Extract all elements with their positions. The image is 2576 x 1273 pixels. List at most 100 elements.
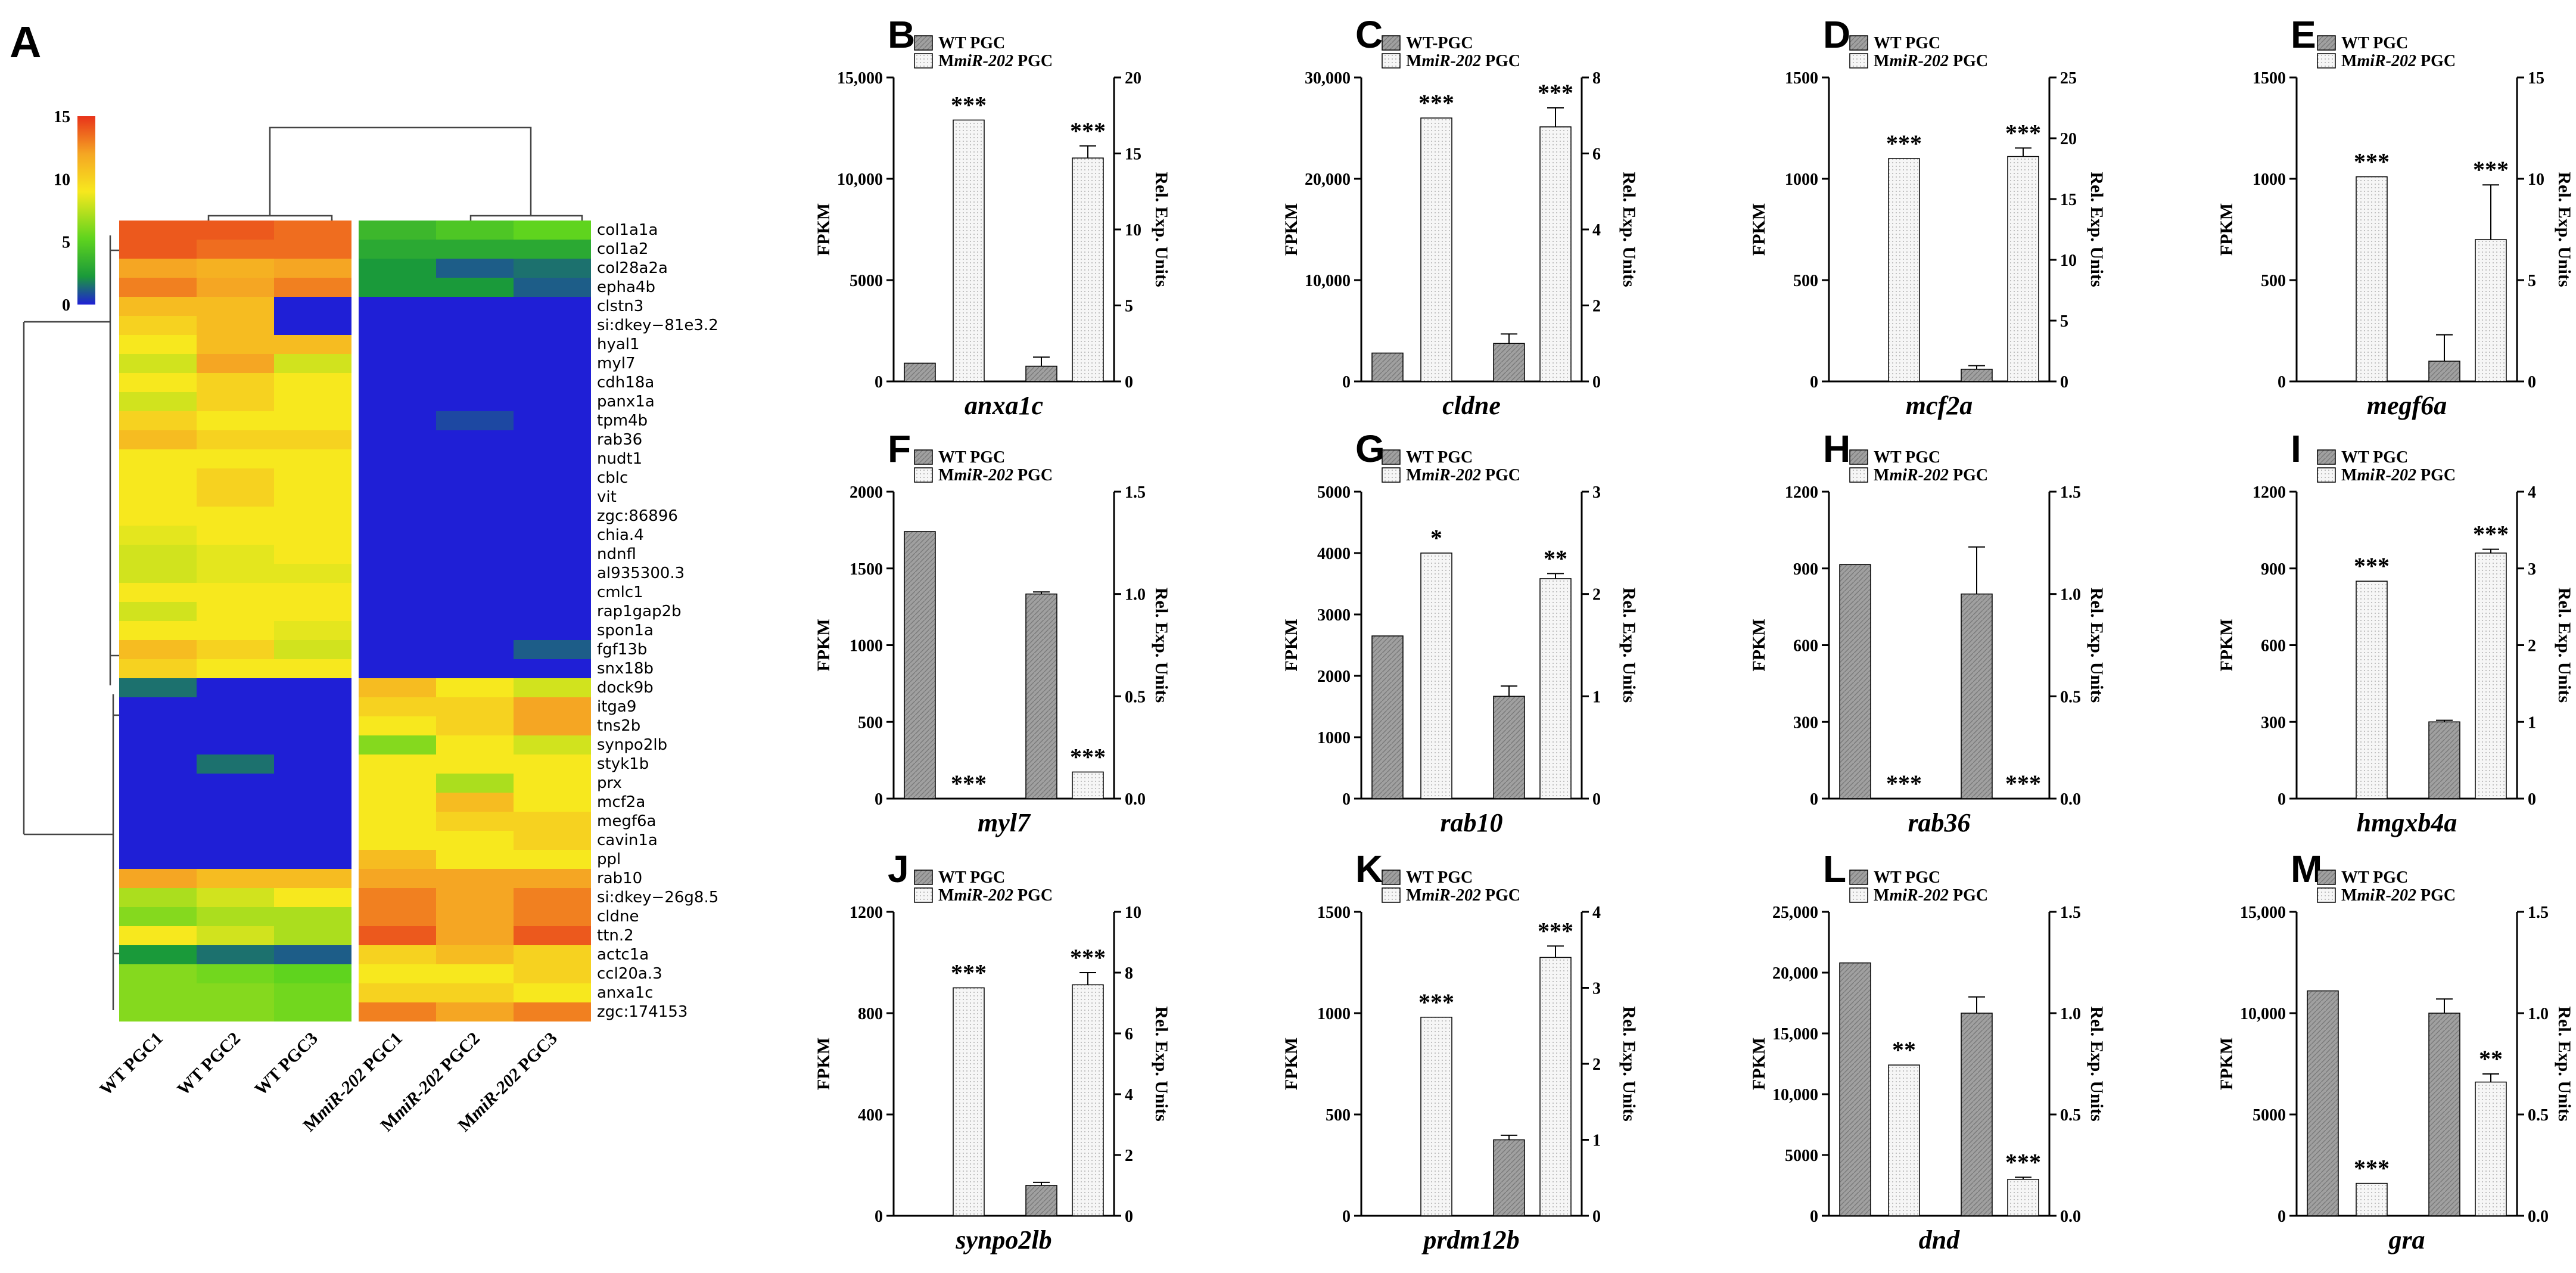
heatmap-cell-chia.4-6 xyxy=(514,526,591,545)
right-tick-label: 0.5 xyxy=(2528,1106,2549,1125)
legend-swatch-mut xyxy=(1849,467,1868,483)
heatmap-cell-mcf2a-3 xyxy=(274,793,351,812)
panel-label-l: L xyxy=(1823,847,1846,890)
heatmap-cell-myl7-4 xyxy=(359,354,436,373)
legend-swatch-mut xyxy=(2317,467,2336,483)
right-tick-label: 1.0 xyxy=(2060,1005,2081,1023)
heatmap-cell-tpm4b-5 xyxy=(436,411,514,430)
right-tick-label: 10 xyxy=(1125,221,1141,240)
heatmap-cell-col1a2-4 xyxy=(359,240,436,259)
left-tick-label: 4000 xyxy=(1317,545,1351,563)
bar-rel-mut xyxy=(1072,984,1104,1216)
heatmap-column-label: WT PGC1 xyxy=(96,1029,167,1100)
heatmap-cell-synpo2lb-1 xyxy=(119,735,197,755)
heatmap-cell-prx-6 xyxy=(514,774,591,793)
heatmap-cell-tpm4b-2 xyxy=(197,411,274,430)
heatmap-cell-zgc:86896-1 xyxy=(119,507,197,526)
significance-marker: ** xyxy=(1544,545,1567,572)
heatmap-cell-prx-5 xyxy=(436,774,514,793)
heatmap-cell-actc1a-5 xyxy=(436,945,514,964)
heatmap-cell-mcf2a-1 xyxy=(119,793,197,812)
left-tick-label: 400 xyxy=(858,1106,883,1125)
right-tick-label: 1.5 xyxy=(2528,903,2549,922)
heatmap-cell-col28a2a-2 xyxy=(197,259,274,278)
legend-label-mut: MmiR-202 PGC xyxy=(2341,52,2456,70)
right-tick-label: 3 xyxy=(1592,483,1601,502)
heatmap-row-label: rab10 xyxy=(597,870,642,887)
panel-label-c: C xyxy=(1355,13,1383,56)
y-axis-label-right: Rel. Exp. Units xyxy=(1152,172,1171,287)
significance-marker: *** xyxy=(1886,130,1922,157)
heatmap-cell-vit-6 xyxy=(514,488,591,507)
bar-rel-wt xyxy=(1493,343,1525,382)
right-tick-label: 20 xyxy=(1125,69,1141,88)
y-axis-label-left: FPKM xyxy=(2217,619,2236,671)
heatmap-cell-hyal1-3 xyxy=(274,335,351,354)
gene-name: rab36 xyxy=(1908,808,1970,837)
heatmap-row-label: synpo2lb xyxy=(597,736,667,754)
heatmap-cell-zgc:86896-6 xyxy=(514,507,591,526)
heatmap-row-label: tns2b xyxy=(597,717,640,735)
heatmap-cell-megf6a-1 xyxy=(119,812,197,831)
heatmap-cell-epha4b-1 xyxy=(119,278,197,297)
panel-label-g: G xyxy=(1355,427,1385,470)
heatmap-cell-anxa1c-5 xyxy=(436,983,514,1002)
left-tick-label: 600 xyxy=(1793,637,1818,656)
heatmap-cell-cavin1a-5 xyxy=(436,831,514,850)
right-tick-label: 4 xyxy=(2528,483,2536,502)
left-tick-label: 3000 xyxy=(1317,606,1351,625)
legend-swatch-wt xyxy=(914,870,933,885)
legend-label-mut: MmiR-202 PGC xyxy=(1406,52,1520,70)
heatmap-column-label: WT PGC3 xyxy=(251,1029,322,1100)
heatmap-cell-rab36-1 xyxy=(119,430,197,449)
bar-fpkm-wt xyxy=(2307,990,2339,1216)
legend-swatch-mut xyxy=(914,887,933,903)
heatmap-color-scale xyxy=(77,116,95,305)
heatmap-cell-tns2b-2 xyxy=(197,716,274,735)
heatmap-cell-cmlc1-1 xyxy=(119,583,197,602)
legend-swatch-wt xyxy=(2317,870,2336,885)
heatmap-cell-cdh18a-6 xyxy=(514,373,591,392)
left-tick-label: 1200 xyxy=(2253,483,2286,502)
heatmap-cell-al935300.3-1 xyxy=(119,564,197,583)
heatmap-cell-spon1a-2 xyxy=(197,621,274,640)
y-axis-label-left: FPKM xyxy=(1281,203,1301,256)
heatmap-cell-nudt1-5 xyxy=(436,449,514,468)
y-axis-label-left: FPKM xyxy=(1281,619,1301,671)
right-tick-label: 4 xyxy=(1592,221,1601,240)
right-tick-label: 8 xyxy=(1592,69,1601,88)
heatmap-row-label: ccl20a.3 xyxy=(597,965,662,983)
heatmap-cell-cblc-4 xyxy=(359,468,436,488)
bar-fpkm-mut xyxy=(953,987,985,1216)
heatmap-row-label: tpm4b xyxy=(597,412,648,430)
y-axis-label-left: FPKM xyxy=(814,619,833,671)
heatmap-cell-epha4b-5 xyxy=(436,278,514,297)
right-tick-label: 15 xyxy=(2528,69,2544,88)
legend-label-wt: WT PGC xyxy=(2341,448,2408,467)
heatmap-cell-styk1b-4 xyxy=(359,755,436,774)
heatmap-cell-col1a1a-2 xyxy=(197,221,274,240)
heatmap-cell-tns2b-5 xyxy=(436,716,514,735)
heatmap-cell-ndnfl-4 xyxy=(359,545,436,564)
heatmap-row-label: col1a2 xyxy=(597,240,648,258)
y-axis-label-left: FPKM xyxy=(814,1038,833,1090)
legend-label-mut: MmiR-202 PGC xyxy=(938,466,1053,485)
heatmap-cell-actc1a-2 xyxy=(197,945,274,964)
left-tick-label: 0 xyxy=(875,790,883,809)
heatmap-cell-vit-2 xyxy=(197,488,274,507)
heatmap-cell-clstn3-1 xyxy=(119,297,197,316)
heatmap-cell-col1a1a-3 xyxy=(274,221,351,240)
heatmap-cell-ttn.2-4 xyxy=(359,926,436,945)
heatmap-cell-chia.4-3 xyxy=(274,526,351,545)
legend-label-mut: MmiR-202 PGC xyxy=(1406,466,1520,485)
left-tick-label: 2000 xyxy=(850,483,883,502)
panel-label-j: J xyxy=(888,847,909,890)
heatmap-cell-mcf2a-2 xyxy=(197,793,274,812)
heatmap-cell-cblc-2 xyxy=(197,468,274,488)
